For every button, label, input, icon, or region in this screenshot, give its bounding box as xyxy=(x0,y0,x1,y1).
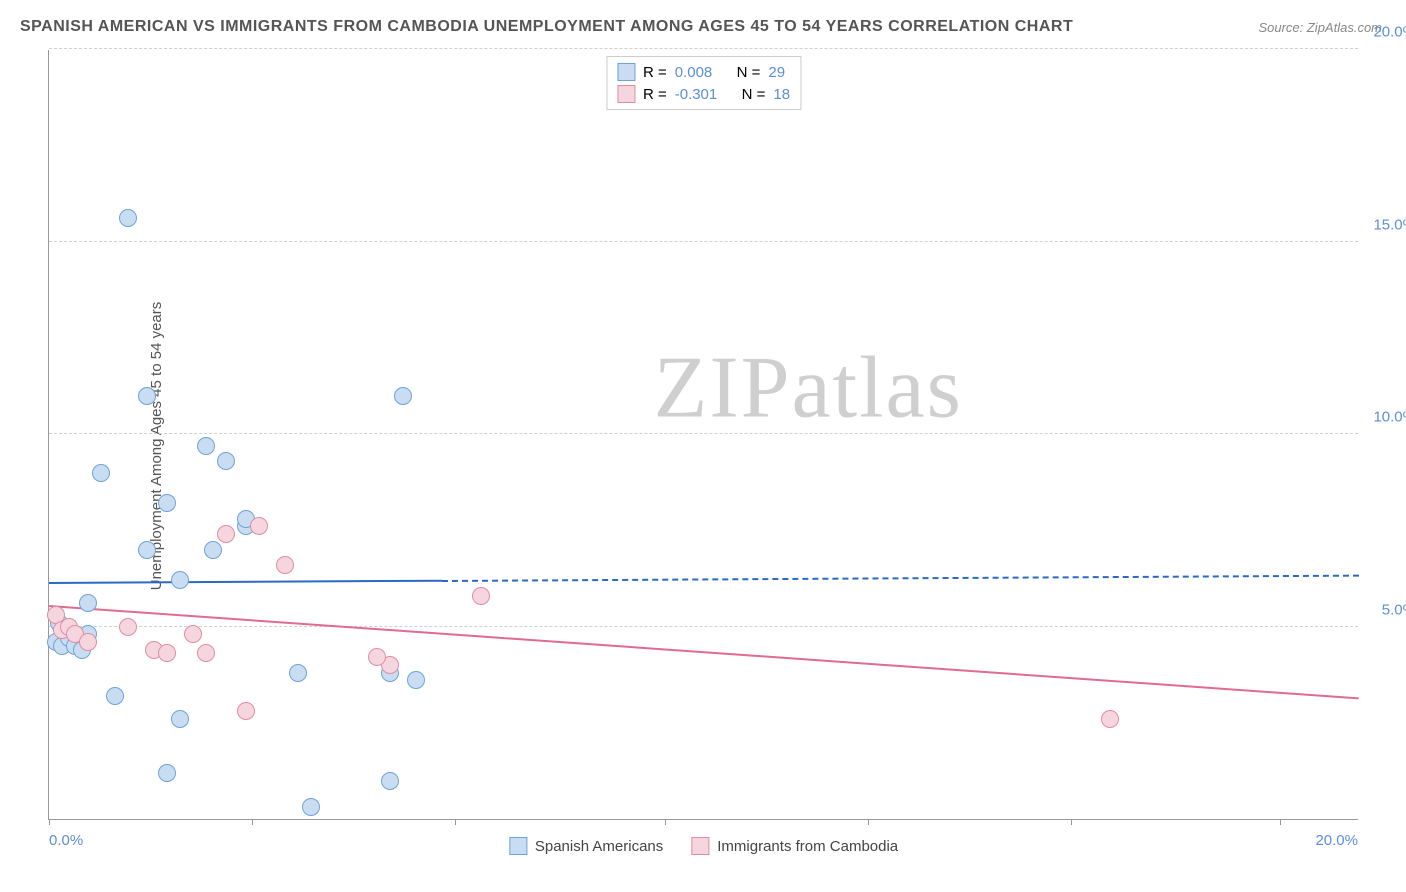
legend-label: Spanish Americans xyxy=(535,838,663,855)
data-point xyxy=(250,517,268,535)
y-tick-label: 5.0% xyxy=(1382,601,1406,618)
data-point xyxy=(1101,710,1119,728)
data-point xyxy=(472,587,490,605)
data-point xyxy=(289,664,307,682)
data-point xyxy=(119,618,137,636)
data-point xyxy=(184,625,202,643)
x-tick xyxy=(1280,819,1281,825)
legend-swatch xyxy=(617,63,635,81)
watermark: ZIPatlas xyxy=(654,338,963,439)
regression-line xyxy=(49,580,442,584)
data-point xyxy=(197,437,215,455)
gridline xyxy=(49,433,1358,434)
data-point xyxy=(171,571,189,589)
data-point xyxy=(138,387,156,405)
legend-label: Immigrants from Cambodia xyxy=(717,838,898,855)
legend-row: R = -0.301 N = 18 xyxy=(617,83,790,105)
gridline xyxy=(49,626,1358,627)
legend-swatch xyxy=(691,837,709,855)
data-point xyxy=(119,209,137,227)
legend-swatch xyxy=(617,85,635,103)
legend-row: R = 0.008 N = 29 xyxy=(617,61,790,83)
data-point xyxy=(237,702,255,720)
legend-series: Spanish Americans Immigrants from Cambod… xyxy=(509,837,898,855)
legend-r-value: 0.008 xyxy=(675,64,713,81)
data-point xyxy=(276,556,294,574)
data-point xyxy=(158,764,176,782)
data-point xyxy=(302,798,320,816)
legend-r-label: R = xyxy=(643,86,667,103)
x-tick xyxy=(252,819,253,825)
legend-item: Immigrants from Cambodia xyxy=(691,837,898,855)
legend-swatch xyxy=(509,837,527,855)
x-tick xyxy=(1071,819,1072,825)
legend-r-value: -0.301 xyxy=(675,86,718,103)
regression-line xyxy=(49,605,1359,699)
source-label: Source: ZipAtlas.com xyxy=(1258,20,1382,35)
x-tick xyxy=(665,819,666,825)
data-point xyxy=(79,594,97,612)
y-tick-label: 15.0% xyxy=(1373,216,1406,233)
x-tick-label: 20.0% xyxy=(1315,832,1358,849)
legend-n-label: N = xyxy=(737,64,761,81)
scatter-plot: ZIPatlas R = 0.008 N = 29 R = -0.301 N =… xyxy=(48,50,1358,820)
data-point xyxy=(381,772,399,790)
legend-stats: R = 0.008 N = 29 R = -0.301 N = 18 xyxy=(606,56,801,110)
data-point xyxy=(158,494,176,512)
data-point xyxy=(407,671,425,689)
x-tick xyxy=(455,819,456,825)
data-point xyxy=(171,710,189,728)
data-point xyxy=(217,452,235,470)
legend-n-value: 29 xyxy=(768,64,785,81)
data-point xyxy=(394,387,412,405)
gridline xyxy=(49,241,1358,242)
gridline xyxy=(49,48,1358,49)
data-point xyxy=(204,541,222,559)
data-point xyxy=(368,648,386,666)
data-point xyxy=(106,687,124,705)
y-tick-label: 10.0% xyxy=(1373,409,1406,426)
regression-line-extrapolated xyxy=(442,574,1359,581)
x-tick xyxy=(868,819,869,825)
data-point xyxy=(158,644,176,662)
data-point xyxy=(79,633,97,651)
chart-title: SPANISH AMERICAN VS IMMIGRANTS FROM CAMB… xyxy=(20,18,1073,36)
data-point xyxy=(92,464,110,482)
data-point xyxy=(138,541,156,559)
legend-n-label: N = xyxy=(742,86,766,103)
legend-r-label: R = xyxy=(643,64,667,81)
x-tick xyxy=(49,819,50,825)
legend-n-value: 18 xyxy=(773,86,790,103)
y-tick-label: 20.0% xyxy=(1373,24,1406,41)
x-tick-label: 0.0% xyxy=(49,832,83,849)
data-point xyxy=(217,525,235,543)
legend-item: Spanish Americans xyxy=(509,837,663,855)
data-point xyxy=(197,644,215,662)
